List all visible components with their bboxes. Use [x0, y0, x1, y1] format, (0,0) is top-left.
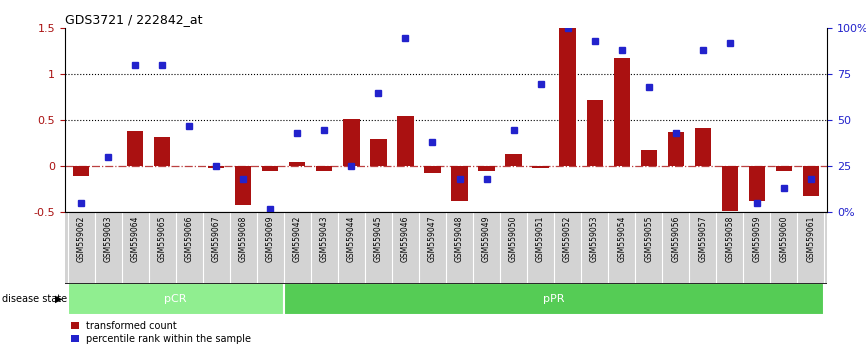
Text: GSM559046: GSM559046 [401, 216, 410, 262]
Bar [559, 28, 576, 166]
Text: GSM559049: GSM559049 [482, 216, 491, 262]
Text: GSM559054: GSM559054 [617, 216, 626, 262]
Text: GDS3721 / 222842_at: GDS3721 / 222842_at [65, 13, 203, 26]
Bar [289, 162, 306, 166]
Text: disease state: disease state [2, 294, 67, 304]
Bar [478, 166, 494, 171]
Bar [451, 166, 468, 201]
Bar [533, 166, 549, 168]
Bar [236, 166, 251, 205]
Bar [424, 166, 441, 173]
Text: GSM559065: GSM559065 [158, 216, 167, 262]
Bar [316, 166, 333, 171]
Text: pPR: pPR [543, 294, 565, 304]
Bar [343, 119, 359, 166]
Bar [586, 100, 603, 166]
Text: GSM559068: GSM559068 [239, 216, 248, 262]
Text: GSM559043: GSM559043 [320, 216, 329, 262]
Bar [668, 132, 684, 166]
Text: GSM559067: GSM559067 [212, 216, 221, 262]
Bar [695, 128, 711, 166]
Text: GSM559059: GSM559059 [753, 216, 761, 262]
Bar [749, 166, 765, 201]
Text: GSM559069: GSM559069 [266, 216, 275, 262]
Text: GSM559048: GSM559048 [455, 216, 464, 262]
Text: GSM559051: GSM559051 [536, 216, 545, 262]
Text: GSM559060: GSM559060 [779, 216, 788, 262]
Legend: transformed count, percentile rank within the sample: transformed count, percentile rank withi… [67, 317, 255, 348]
Bar [208, 166, 224, 168]
Text: GSM559047: GSM559047 [428, 216, 437, 262]
Bar [641, 150, 656, 166]
Text: GSM559044: GSM559044 [347, 216, 356, 262]
Text: GSM559050: GSM559050 [509, 216, 518, 262]
Text: GSM559064: GSM559064 [131, 216, 139, 262]
Bar [803, 166, 819, 196]
Text: GSM559063: GSM559063 [104, 216, 113, 262]
Bar [721, 166, 738, 211]
Text: GSM559053: GSM559053 [590, 216, 599, 262]
Bar [506, 154, 521, 166]
Text: GSM559057: GSM559057 [698, 216, 708, 262]
Text: GSM559061: GSM559061 [806, 216, 815, 262]
Bar [73, 166, 89, 176]
Bar [613, 58, 630, 166]
Bar [127, 131, 143, 166]
Text: GSM559055: GSM559055 [644, 216, 653, 262]
Text: ▶: ▶ [55, 294, 62, 304]
Text: GSM559058: GSM559058 [725, 216, 734, 262]
Bar [397, 116, 414, 166]
Bar [776, 166, 792, 171]
Bar [154, 137, 171, 166]
Text: GSM559045: GSM559045 [374, 216, 383, 262]
Bar [68, 283, 284, 315]
Text: GSM559052: GSM559052 [563, 216, 572, 262]
Bar [371, 139, 386, 166]
Text: GSM559062: GSM559062 [77, 216, 86, 262]
Bar [284, 283, 824, 315]
Bar [262, 166, 279, 171]
Text: GSM559066: GSM559066 [184, 216, 194, 262]
Text: GSM559056: GSM559056 [671, 216, 680, 262]
Text: GSM559042: GSM559042 [293, 216, 302, 262]
Text: pCR: pCR [165, 294, 187, 304]
